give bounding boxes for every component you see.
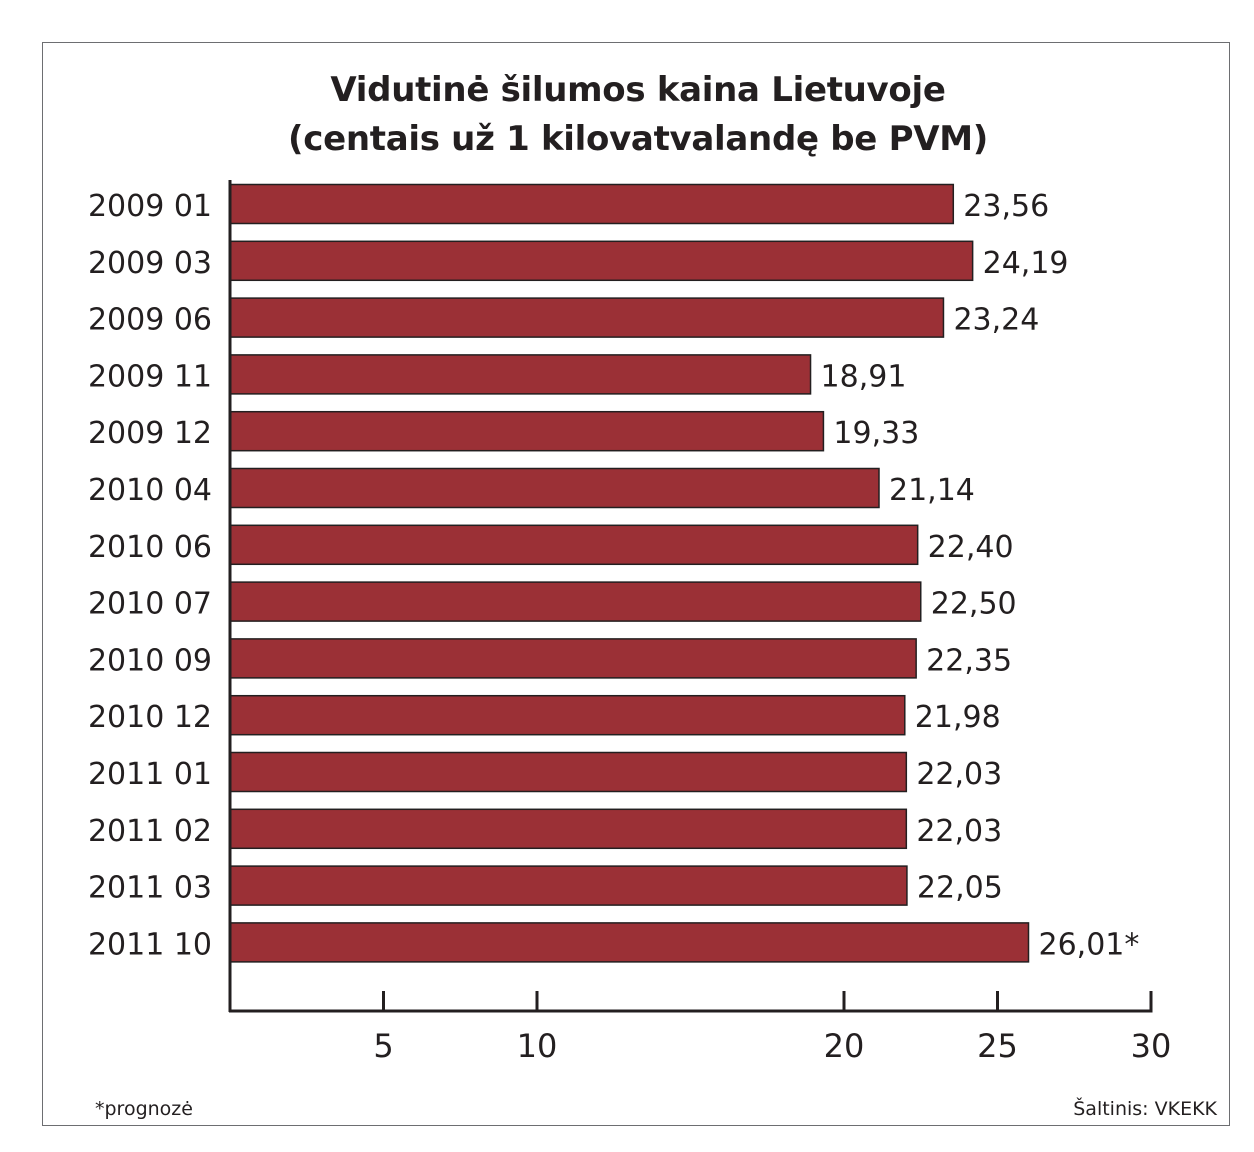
x-tick-label: 10	[517, 1027, 558, 1065]
value-label: 26,01*	[1039, 927, 1140, 962]
bar	[229, 297, 945, 338]
category-label: 2009 01	[88, 189, 212, 224]
source-note: Šaltinis: VKEKK	[1073, 1098, 1217, 1120]
category-label: 2010 06	[88, 530, 212, 565]
bar	[229, 581, 922, 622]
category-label: 2011 02	[88, 814, 212, 849]
bar	[229, 240, 974, 282]
value-label: 18,91	[821, 359, 907, 394]
value-label: 22,03	[916, 757, 1002, 792]
chart-title-line-2: (centais už 1 kilovatvalandę be PVM)	[287, 119, 989, 159]
bar	[229, 865, 908, 906]
category-label: 2009 11	[88, 359, 212, 394]
bar	[229, 183, 955, 225]
bar	[229, 638, 917, 679]
footnote-forecast: *prognozė	[95, 1098, 193, 1120]
value-label: 23,24	[953, 303, 1039, 338]
bar	[229, 694, 906, 736]
value-label: 24,19	[983, 246, 1069, 281]
value-label: 22,05	[917, 871, 1003, 906]
value-label: 23,56	[963, 189, 1049, 224]
bar	[229, 922, 1030, 963]
x-tick-label: 20	[824, 1027, 865, 1065]
bar	[229, 808, 908, 850]
value-label: 22,40	[928, 530, 1014, 565]
category-label: 2010 04	[88, 473, 212, 508]
bar	[229, 410, 825, 452]
bar	[229, 524, 919, 566]
category-label: 2011 03	[88, 871, 212, 906]
x-tick-label: 25	[977, 1027, 1018, 1065]
chart-title-line-1: Vidutinė šilumos kaina Lietuvoje	[330, 70, 946, 110]
chart-frame	[42, 42, 1230, 1126]
bar	[229, 354, 812, 395]
value-label: 21,98	[915, 700, 1001, 735]
value-label: 22,35	[926, 643, 1012, 678]
chart-title: Vidutinė šilumos kaina Lietuvoje (centai…	[0, 66, 1254, 164]
value-label: 19,33	[833, 416, 919, 451]
category-label: 2011 10	[88, 927, 212, 962]
category-label: 2011 01	[88, 757, 212, 792]
category-label: 2009 12	[88, 416, 212, 451]
category-label: 2010 12	[88, 700, 212, 735]
value-label: 21,14	[889, 473, 975, 508]
axes-layer: 5 10 20 25 30	[228, 180, 1172, 1065]
value-label: 22,03	[916, 814, 1002, 849]
category-label: 2010 07	[88, 587, 212, 622]
category-label: 2009 03	[88, 246, 212, 281]
x-tick-label: 5	[373, 1027, 393, 1065]
bars-layer: 2009 01 23,56 2009 03 24,19 2009 06 23,24 2009…	[88, 183, 1140, 963]
x-tick-label: 30	[1131, 1027, 1172, 1065]
bar	[229, 751, 908, 793]
value-label: 22,50	[931, 587, 1017, 622]
category-label: 2010 09	[88, 643, 212, 678]
bar	[229, 467, 880, 509]
category-label: 2009 06	[88, 303, 212, 338]
